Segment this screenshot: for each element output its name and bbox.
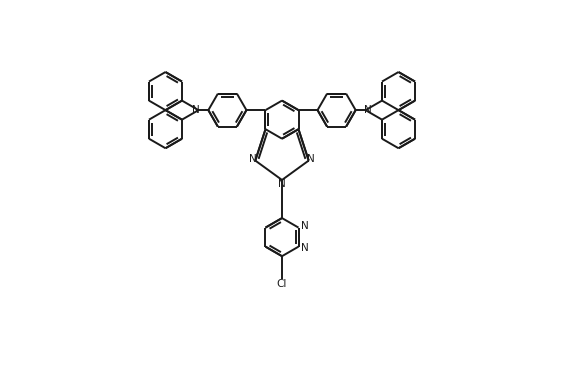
Text: N: N	[249, 154, 257, 164]
Text: N: N	[364, 105, 372, 115]
Text: N: N	[301, 221, 309, 231]
Text: N: N	[307, 154, 315, 164]
Text: Cl: Cl	[277, 279, 287, 289]
Text: N: N	[301, 243, 309, 253]
Text: N: N	[278, 179, 286, 189]
Text: N: N	[192, 105, 200, 115]
